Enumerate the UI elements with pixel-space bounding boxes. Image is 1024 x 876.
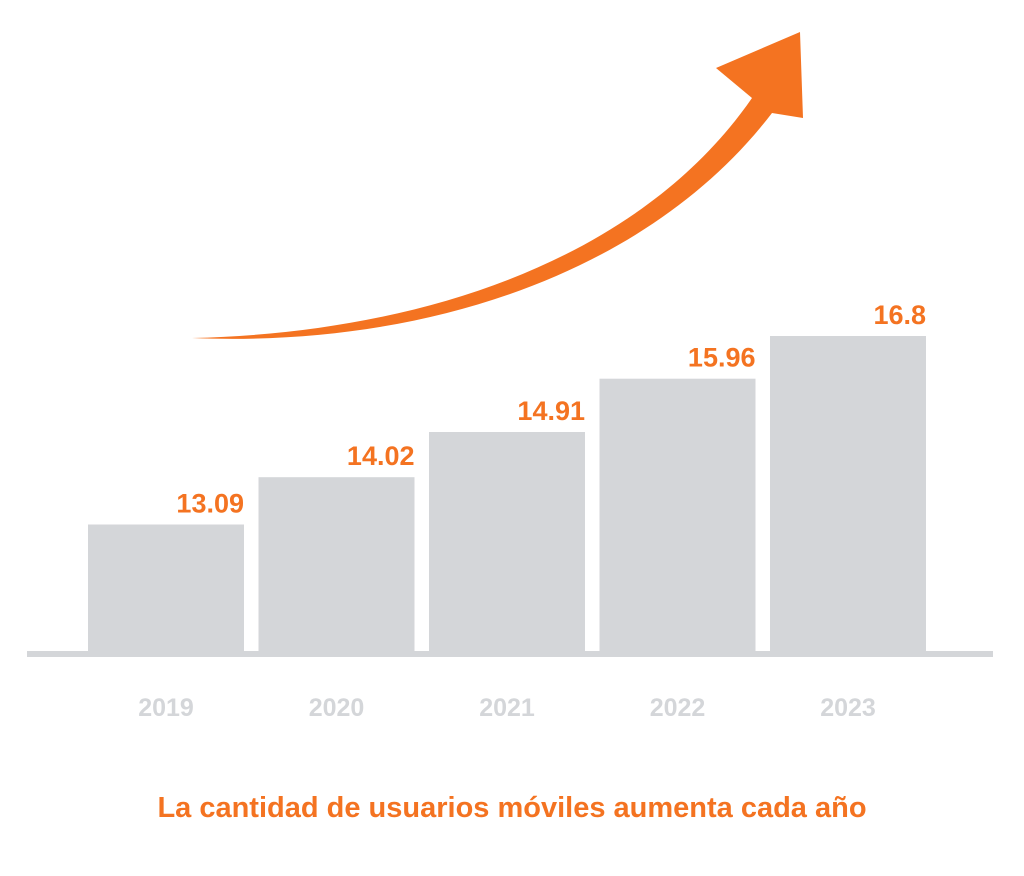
x-tick-label-2023: 2023 [820, 694, 876, 722]
bar-2021 [429, 432, 585, 651]
bar-2020 [258, 477, 415, 651]
value-label-2020: 14.02 [347, 441, 415, 471]
x-tick-label-2021: 2021 [479, 694, 535, 722]
value-label-2023: 16.8 [873, 300, 926, 330]
bar-2022 [599, 378, 756, 651]
chart-caption: La cantidad de usuarios móviles aumenta … [157, 792, 867, 824]
bars [88, 336, 926, 651]
x-tick-label-2020: 2020 [309, 694, 365, 722]
x-tick-label-2022: 2022 [650, 694, 706, 722]
value-label-2022: 15.96 [688, 343, 756, 373]
bar-2019 [88, 524, 244, 651]
value-labels: 13.09 14.02 14.91 15.96 16.8 [176, 300, 926, 519]
x-tick-label-2019: 2019 [138, 694, 194, 722]
bar-2023 [770, 336, 926, 651]
value-label-2019: 13.09 [176, 489, 244, 519]
trend-up-arrow-icon [192, 32, 803, 339]
value-label-2021: 14.91 [517, 396, 585, 426]
x-tick-labels: 2019 2020 2021 2022 2023 [138, 694, 876, 722]
